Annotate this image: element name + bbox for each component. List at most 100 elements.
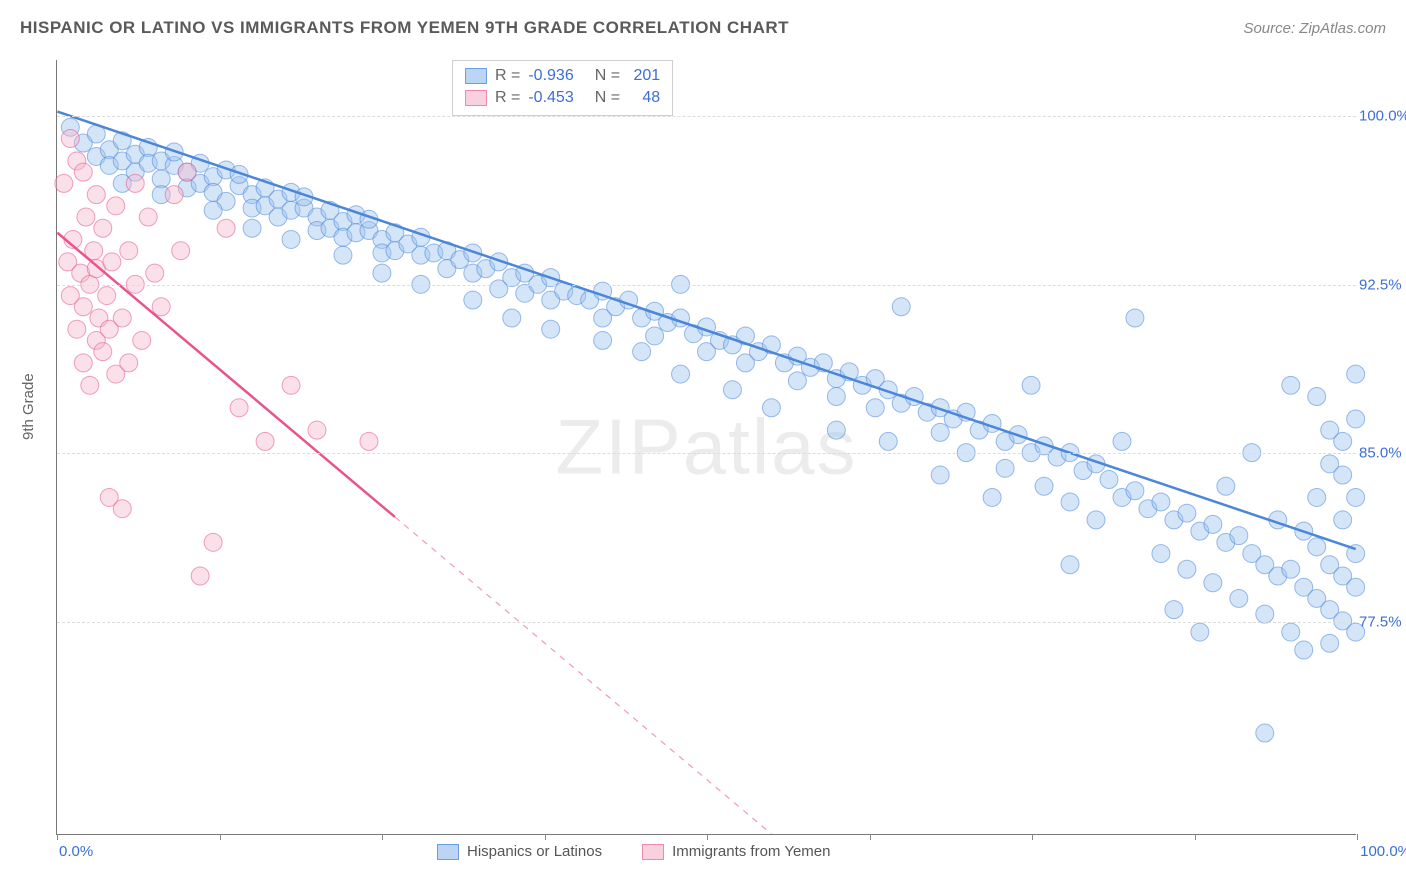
x-tick <box>382 834 383 840</box>
stat-r-value: -0.936 <box>528 65 582 87</box>
trend-line <box>57 112 1355 549</box>
data-point <box>334 246 352 264</box>
x-tick-label: 0.0% <box>59 843 93 860</box>
legend-item: Hispanics or Latinos <box>437 843 602 860</box>
x-tick <box>57 834 58 840</box>
data-point <box>1204 515 1222 533</box>
data-point <box>503 309 521 327</box>
data-point <box>1334 432 1352 450</box>
data-point <box>931 423 949 441</box>
correlation-stats-box: R = -0.936 N = 201 R = -0.453 N = 48 <box>452 60 673 116</box>
legend-item: Immigrants from Yemen <box>642 843 830 860</box>
data-point <box>204 533 222 551</box>
data-point <box>217 219 235 237</box>
legend-swatch <box>437 844 459 860</box>
data-point <box>1308 488 1326 506</box>
data-point <box>931 466 949 484</box>
data-point <box>1321 634 1339 652</box>
source-label: Source: ZipAtlas.com <box>1243 20 1386 37</box>
data-point <box>633 343 651 361</box>
data-point <box>98 287 116 305</box>
data-point <box>282 376 300 394</box>
data-point <box>1126 482 1144 500</box>
y-tick-label: 77.5% <box>1359 613 1406 630</box>
data-point <box>152 298 170 316</box>
data-point <box>68 320 86 338</box>
data-point <box>94 219 112 237</box>
data-point <box>146 264 164 282</box>
data-point <box>1061 493 1079 511</box>
data-point <box>996 459 1014 477</box>
legend-swatch <box>465 68 487 84</box>
y-tick-label: 92.5% <box>1359 276 1406 293</box>
data-point <box>74 354 92 372</box>
chart-title: HISPANIC OR LATINO VS IMMIGRANTS FROM YE… <box>20 18 789 38</box>
data-point <box>87 186 105 204</box>
legend-label: Hispanics or Latinos <box>467 843 602 860</box>
data-point <box>139 208 157 226</box>
data-point <box>103 253 121 271</box>
data-point <box>360 432 378 450</box>
data-point <box>1087 511 1105 529</box>
stat-n-value: 201 <box>628 65 660 87</box>
stat-n-value: 48 <box>628 87 660 109</box>
data-point <box>1230 589 1248 607</box>
x-tick <box>1195 834 1196 840</box>
data-point <box>594 331 612 349</box>
stats-row: R = -0.453 N = 48 <box>465 87 660 109</box>
data-point <box>1217 477 1235 495</box>
data-point <box>1165 601 1183 619</box>
data-point <box>191 567 209 585</box>
x-tick-label: 100.0% <box>1360 843 1406 860</box>
data-point <box>1347 488 1365 506</box>
data-point <box>230 399 248 417</box>
data-point <box>282 230 300 248</box>
data-point <box>1295 641 1313 659</box>
stat-n-label: N = <box>590 65 620 87</box>
data-point <box>1347 410 1365 428</box>
data-point <box>1152 545 1170 563</box>
data-point <box>204 201 222 219</box>
data-point <box>126 174 144 192</box>
data-point <box>256 432 274 450</box>
data-point <box>983 488 1001 506</box>
legend-swatch <box>642 844 664 860</box>
trend-line-dashed <box>395 517 772 834</box>
data-point <box>1191 623 1209 641</box>
data-point <box>94 343 112 361</box>
data-point <box>646 327 664 345</box>
data-point <box>120 354 138 372</box>
data-point <box>1035 477 1053 495</box>
data-point <box>1126 309 1144 327</box>
data-point <box>308 421 326 439</box>
x-tick <box>707 834 708 840</box>
data-point <box>373 264 391 282</box>
data-point <box>1308 538 1326 556</box>
data-point <box>1282 560 1300 578</box>
legend-swatch <box>465 90 487 106</box>
stat-r-label: R = <box>495 65 520 87</box>
data-point <box>1178 560 1196 578</box>
x-tick <box>870 834 871 840</box>
data-point <box>1347 365 1365 383</box>
stat-n-label: N = <box>590 87 620 109</box>
gridline-h <box>57 622 1356 623</box>
data-point <box>133 331 151 349</box>
data-point <box>672 365 690 383</box>
legend-label: Immigrants from Yemen <box>672 843 830 860</box>
x-tick <box>545 834 546 840</box>
data-point <box>1022 376 1040 394</box>
data-point <box>827 421 845 439</box>
data-point <box>1256 724 1274 742</box>
data-point <box>866 399 884 417</box>
gridline-h <box>57 116 1356 117</box>
data-point <box>1152 493 1170 511</box>
stat-r-label: R = <box>495 87 520 109</box>
stat-r-value: -0.453 <box>528 87 582 109</box>
x-tick <box>220 834 221 840</box>
data-point <box>81 376 99 394</box>
data-point <box>113 309 131 327</box>
data-point <box>1061 556 1079 574</box>
scatter-svg <box>57 60 1356 834</box>
data-point <box>1282 376 1300 394</box>
